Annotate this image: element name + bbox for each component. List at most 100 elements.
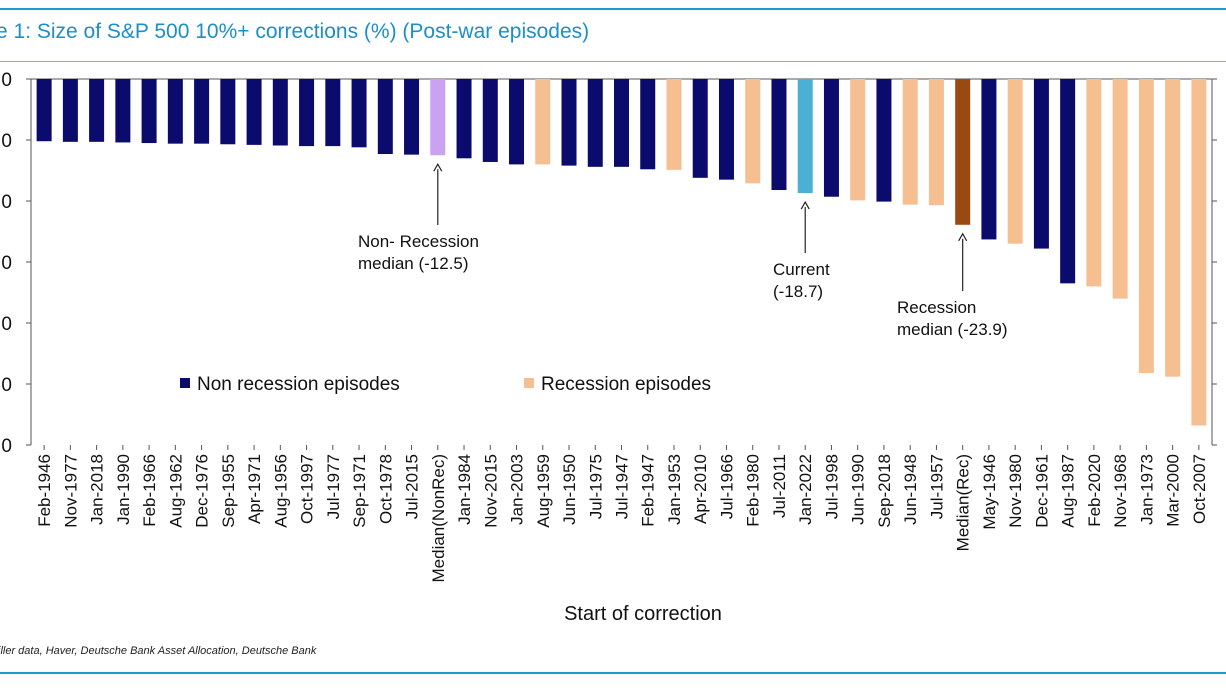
bar-nov-2015 (482, 79, 498, 162)
x-tick-label: Jan-1953 (665, 454, 684, 525)
x-tick-label: Jan-2022 (796, 454, 815, 525)
bar-jan-2003 (509, 79, 525, 165)
x-tick-label: Feb-1980 (744, 454, 763, 527)
bar-dec-1961 (1033, 79, 1049, 249)
x-tick-label: Oct-1978 (376, 454, 395, 524)
chart-title: e 1: Size of S&P 500 10%+ corrections (%… (0, 20, 590, 43)
x-tick-label: Median(Rec) (954, 454, 973, 551)
top-rule (0, 8, 1226, 10)
bar-aug-1959 (535, 79, 551, 165)
bar-feb-1966 (141, 79, 157, 144)
y-tick-labels: 0 0 0 0 0 0 0 (1, 70, 12, 457)
x-tick-label: Feb-1947 (639, 454, 658, 527)
bar-oct-1997 (299, 79, 315, 147)
x-tick-label: Jul-1998 (822, 454, 841, 519)
title-rule (0, 61, 1226, 62)
x-tick-label: Oct-1997 (298, 454, 317, 524)
bar-jul-1975 (587, 79, 603, 167)
x-tick-label: Sep-1971 (350, 454, 369, 528)
bar-jan-1953 (666, 79, 682, 170)
annotation-label: Recession (897, 298, 976, 317)
x-tick-label: Apr-1971 (245, 454, 264, 524)
y-tick-label: 0 (1, 375, 12, 396)
bar-jul-2011 (771, 79, 787, 191)
x-tick-label: Nov-1977 (61, 454, 80, 528)
chart-legend: Non recession episodes Recession episodes (180, 374, 711, 395)
x-tick-label: Jan-2018 (88, 454, 107, 525)
x-tick-label: Jan-2003 (508, 454, 527, 525)
bar-may-1946 (981, 79, 997, 240)
x-tick-label: Feb-1966 (140, 454, 159, 527)
bar-feb-1980 (745, 79, 761, 184)
x-tick-label: Mar-2000 (1164, 454, 1183, 527)
chart-annotations: Non- Recession median (-12.5) Current (-18.… (358, 163, 1008, 339)
legend-swatch-recession (524, 378, 534, 388)
x-tick-label: Jan-1973 (1137, 454, 1156, 525)
x-tick-label: Jun-1950 (560, 454, 579, 525)
annotation-label: Non- Recession (358, 232, 479, 251)
bar-jan-1990 (115, 79, 131, 143)
bar-jul-1998 (823, 79, 839, 197)
bar-aug-1962 (167, 79, 183, 144)
bar-feb-1947 (640, 79, 656, 170)
x-tick-label: Jul-1966 (717, 454, 736, 519)
x-tick-label: Aug-1956 (271, 454, 290, 528)
bar-apr-1971 (246, 79, 262, 145)
bar-dec-1976 (194, 79, 210, 144)
bar-jun-1948 (902, 79, 918, 205)
bar-mar-2000 (1165, 79, 1181, 377)
bar-median-rec (955, 79, 971, 225)
bar-jul-1957 (928, 79, 944, 206)
x-tick-label: Jan-1984 (455, 454, 474, 525)
x-tick-label: Jul-1947 (613, 454, 632, 519)
y-tick-label: 0 (1, 436, 12, 457)
bar-sep-1955 (220, 79, 236, 145)
chart-bars (36, 79, 1207, 426)
annotation-label: Current (773, 260, 830, 279)
x-tick-label: Aug-1962 (166, 454, 185, 528)
bar-jan-1973 (1138, 79, 1154, 374)
x-tick-label: Median(NonRec) (429, 454, 448, 583)
x-tick-label: May-1946 (980, 454, 999, 530)
x-tick-labels: Feb-1946 Nov-1977 Jan-2018 Jan-1990 Feb-1966… (35, 454, 1209, 583)
bar-apr-2010 (692, 79, 708, 178)
bar-nov-1980 (1007, 79, 1023, 244)
x-tick-label: Oct-2007 (1190, 454, 1209, 524)
x-axis-label: Start of correction (564, 603, 722, 625)
x-tick-label: Jan-1990 (114, 454, 133, 525)
bar-oct-2007 (1191, 79, 1207, 426)
x-tick-label: Jul-1977 (324, 454, 343, 519)
bar-jan-1984 (456, 79, 472, 159)
x-tick-label: Nov-1980 (1006, 454, 1025, 528)
bar-sep-1971 (351, 79, 367, 148)
bar-median-nonrec (430, 79, 446, 156)
y-tick-label: 0 (1, 253, 12, 274)
bar-sep-2018 (876, 79, 892, 202)
bar-jun-1950 (561, 79, 577, 166)
y-tick-label: 0 (1, 131, 12, 152)
x-tick-label: Aug-1959 (534, 454, 553, 528)
annotation-label: median (-12.5) (358, 254, 469, 273)
x-tick-label: Aug-1987 (1059, 454, 1078, 528)
bar-oct-1978 (377, 79, 393, 155)
legend-label-recession: Recession episodes (541, 374, 711, 395)
annotation-label: median (-23.9) (897, 320, 1008, 339)
annotation-label: (-18.7) (773, 282, 823, 301)
bar-feb-1946 (36, 79, 52, 142)
x-tick-label: Jul-2015 (403, 454, 422, 519)
x-tick-label: Jul-2011 (770, 454, 789, 518)
bar-nov-1977 (62, 79, 78, 142)
legend-label-non-recession: Non recession episodes (197, 374, 400, 395)
x-tick-label: Jun-1990 (849, 454, 868, 525)
x-tick-label: Sep-1955 (219, 454, 238, 528)
y-tick-label: 0 (1, 314, 12, 335)
bar-feb-2020 (1086, 79, 1102, 287)
bar-jul-1977 (325, 79, 341, 147)
x-tick-label: Dec-1976 (193, 454, 212, 528)
x-tick-label: Sep-2018 (875, 454, 894, 528)
legend-swatch-non-recession (180, 378, 190, 388)
x-tick-label: Dec-1961 (1032, 454, 1051, 528)
y-tick-label: 0 (1, 70, 12, 91)
x-tick-label: Feb-2020 (1085, 454, 1104, 527)
